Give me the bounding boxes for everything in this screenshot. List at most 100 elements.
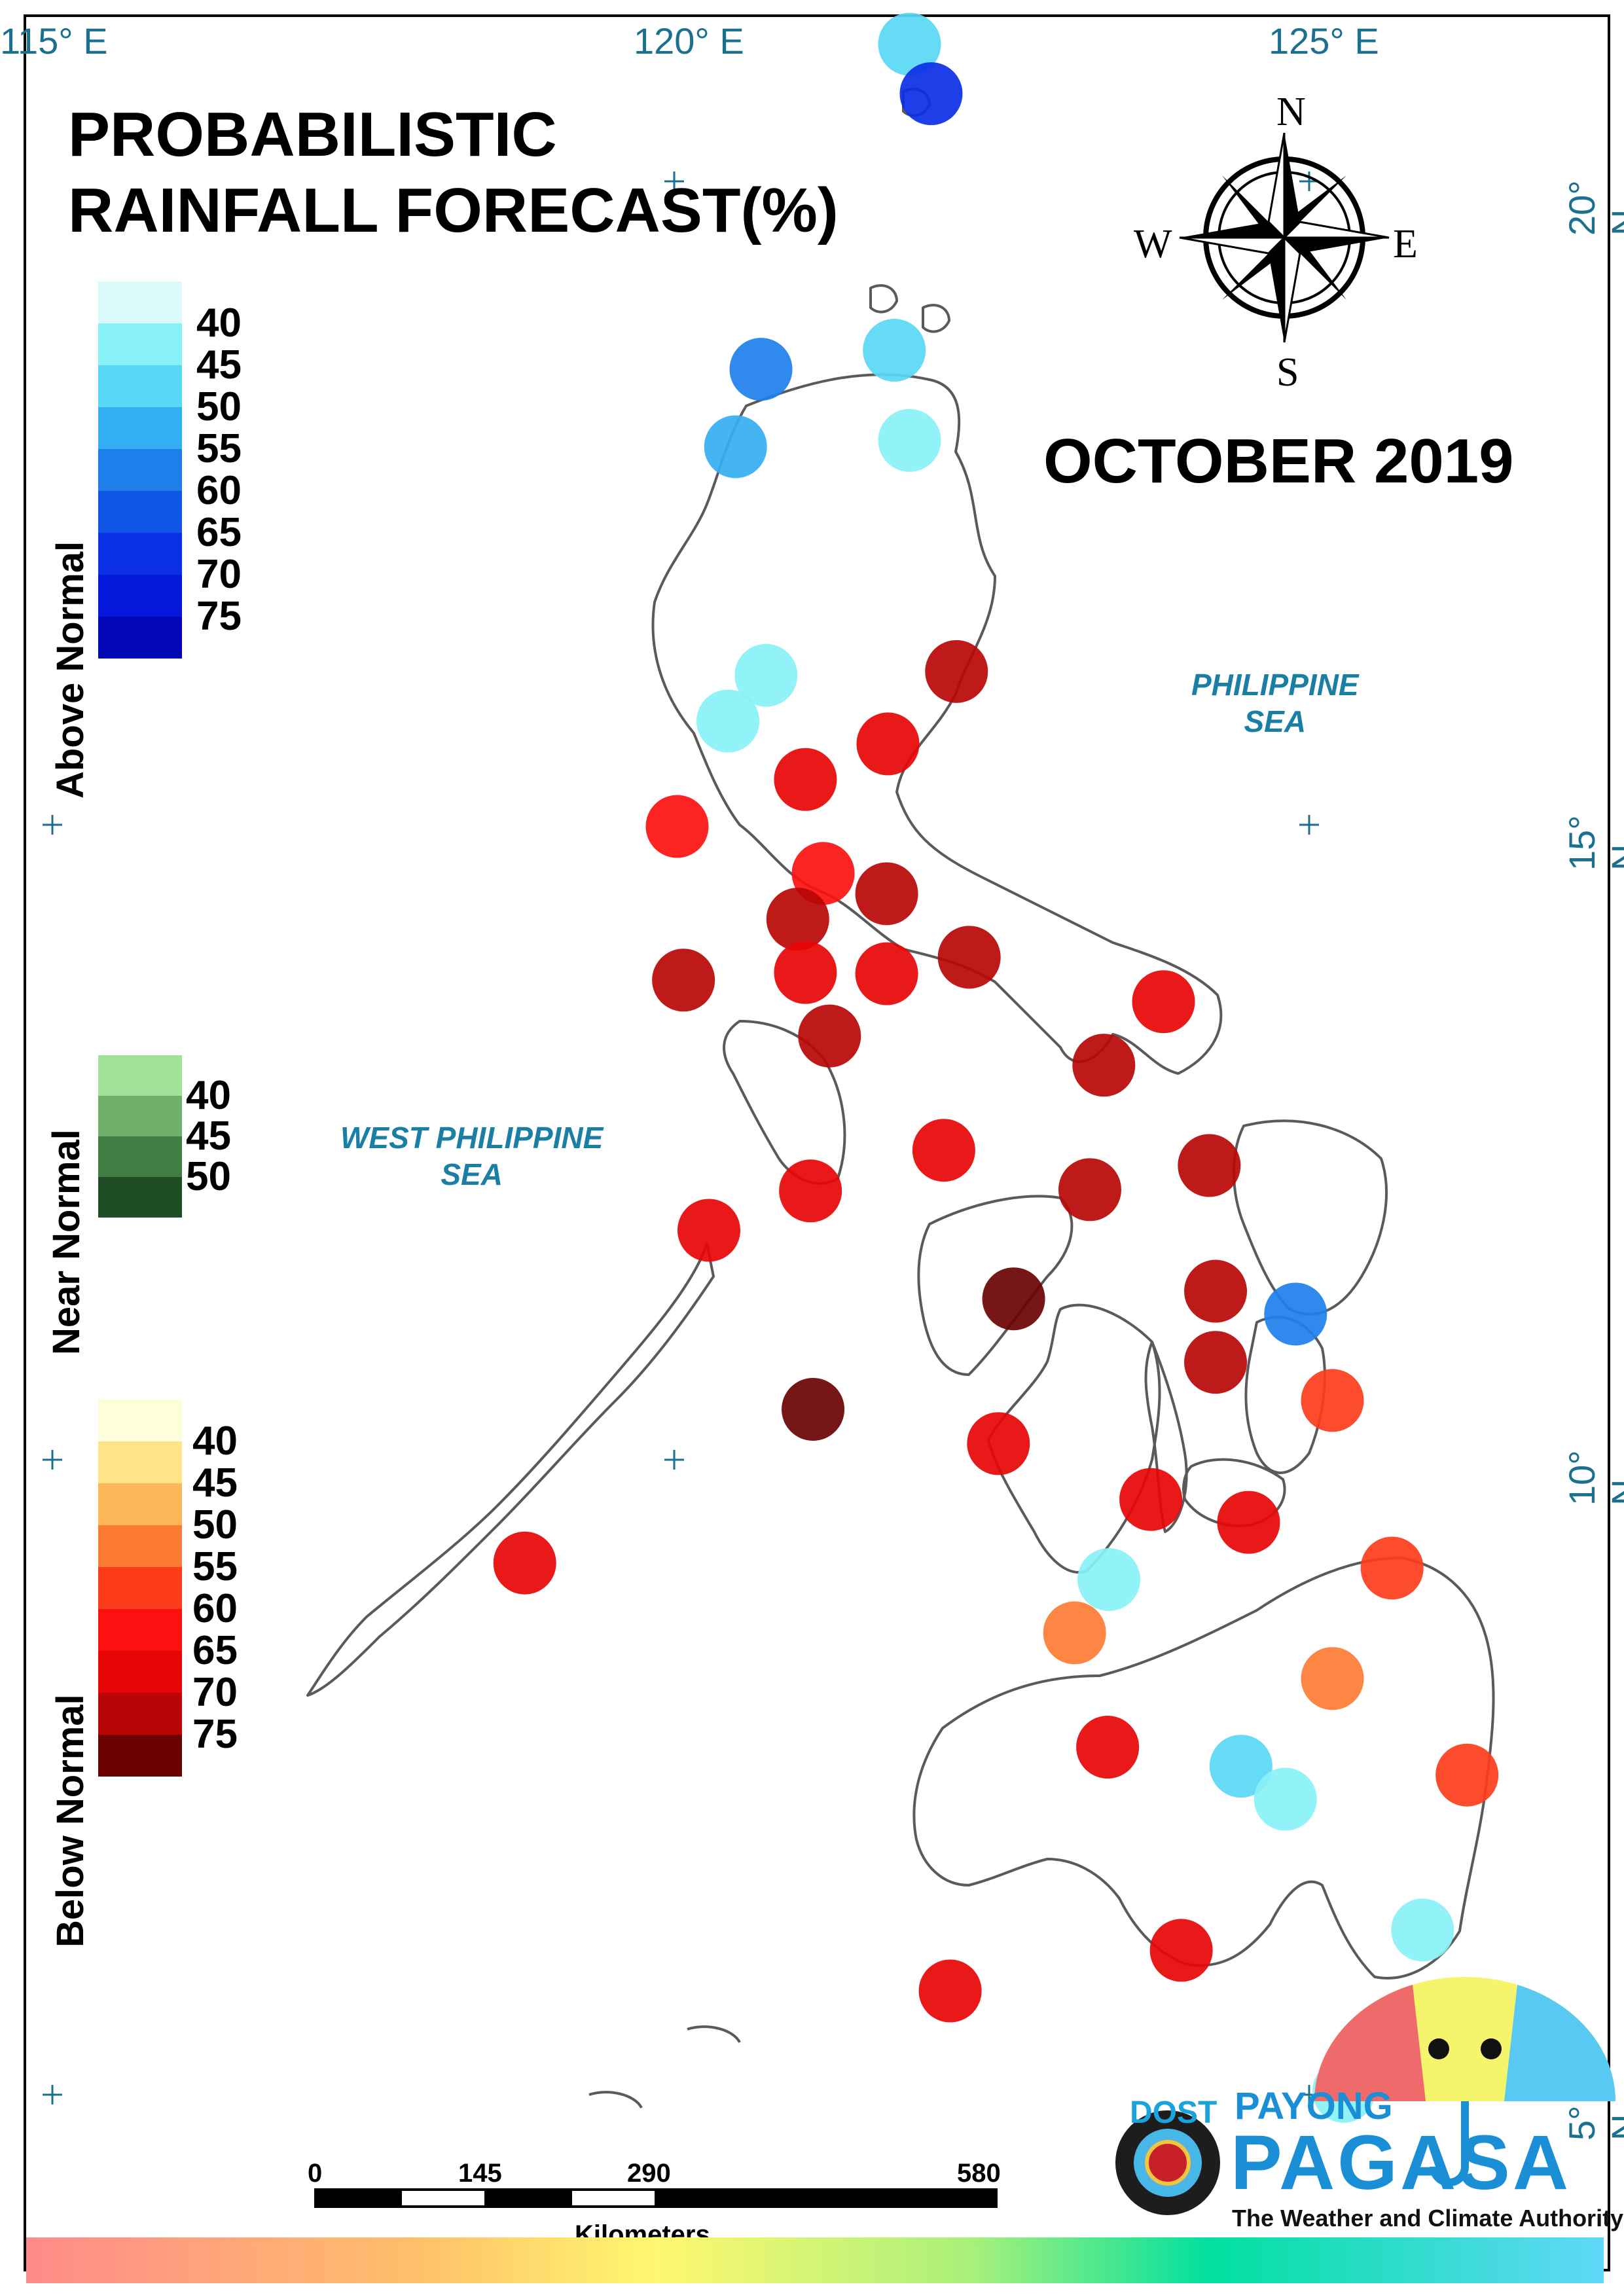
legend-title-near-normal: Near Normal	[45, 1129, 88, 1355]
forecast-point	[798, 1004, 861, 1068]
forecast-point	[937, 926, 1001, 989]
forecast-point	[677, 1199, 740, 1262]
forecast-point	[1264, 1282, 1327, 1346]
forecast-point	[645, 795, 709, 858]
legend-title-above-normal: Above Normal	[49, 541, 92, 799]
legend-swatch-near	[98, 1096, 182, 1136]
scalebar-label-580: 580	[957, 2159, 1001, 2188]
legend-swatch-above	[98, 323, 182, 365]
legend-value-near: 50	[186, 1154, 231, 1199]
lon-label-125: 125° E	[1269, 20, 1379, 62]
legend-swatch-above	[98, 281, 182, 323]
scale-bar	[314, 2188, 998, 2208]
pagasa-seal-icon	[1115, 2110, 1220, 2215]
umbrella-icon	[1314, 1977, 1615, 2186]
lon-label-120: 120° E	[634, 20, 744, 62]
forecast-point	[855, 862, 918, 926]
legend-title-below-normal: Below Normal	[49, 1694, 92, 1947]
forecast-point	[493, 1531, 556, 1595]
legend-swatch-above	[98, 449, 182, 491]
title-line-1: PROBABILISTIC	[68, 99, 557, 170]
legend-swatch-below	[98, 1567, 182, 1609]
forecast-point	[1184, 1259, 1248, 1323]
forecast-point	[1184, 1331, 1248, 1394]
legend-swatch-below	[98, 1735, 182, 1777]
legend-swatch-below	[98, 1609, 182, 1651]
forecast-point	[863, 319, 926, 382]
legend-swatch-below	[98, 1525, 182, 1567]
logo-payong: PAYONG	[1235, 2085, 1393, 2127]
lat-label-20: 20° N	[1561, 180, 1624, 236]
label-west-philippine-sea: WEST PHILIPPINE SEA	[340, 1121, 604, 1191]
forecast-point	[918, 1959, 982, 2023]
title-line-2: RAINFALL FORECAST(%)	[68, 175, 839, 245]
forecast-point	[1076, 1716, 1140, 1779]
forecast-points	[493, 12, 1499, 2123]
forecast-point	[925, 640, 988, 703]
legend-swatch-below	[98, 1651, 182, 1693]
forecast-point	[899, 62, 963, 126]
forecast-point	[1254, 1767, 1317, 1831]
forecast-point	[766, 888, 829, 951]
forecast-point	[774, 748, 837, 811]
forecast-point	[1301, 1647, 1364, 1710]
forecast-point	[696, 689, 760, 753]
forecast-point	[652, 949, 715, 1012]
forecast-point	[1360, 1536, 1424, 1600]
forecast-point	[856, 712, 920, 776]
forecast-point	[1043, 1601, 1106, 1665]
compass-rose-icon	[1179, 132, 1390, 343]
legend-value-above: 70	[196, 552, 242, 597]
legend-value-below: 40	[192, 1419, 238, 1464]
scalebar-label-0: 0	[308, 2159, 323, 2188]
forecast-point	[855, 942, 918, 1005]
legend-swatch-near	[98, 1177, 182, 1218]
forecast-point	[878, 408, 941, 472]
forecast-point	[967, 1412, 1030, 1475]
lon-label-115: 115° E	[0, 20, 108, 62]
legend-swatch-above	[98, 617, 182, 659]
legend-value-below: 60	[192, 1586, 238, 1631]
legend-value-above: 60	[196, 468, 242, 513]
legend-value-below: 50	[192, 1502, 238, 1547]
legend-value-below: 75	[192, 1712, 238, 1757]
legend-value-near: 45	[186, 1113, 231, 1159]
forecast-point	[782, 1377, 845, 1441]
forecast-point	[982, 1267, 1045, 1331]
logo-pagasa: PAGASA	[1231, 2120, 1572, 2206]
forecast-point	[1391, 1898, 1454, 1962]
forecast-point	[878, 12, 941, 76]
legend-value-above: 50	[196, 384, 242, 429]
legend-value-below: 45	[192, 1460, 238, 1506]
legend-swatch-below	[98, 1483, 182, 1525]
scalebar-label-290: 290	[627, 2159, 671, 2188]
forecast-point	[1209, 1735, 1272, 1798]
forecast-point	[774, 941, 837, 1004]
compass-s: S	[1276, 350, 1299, 395]
logo-tagline: The Weather and Climate Authority	[1232, 2205, 1624, 2232]
forecast-point	[734, 643, 798, 707]
lat-label-15: 15° N	[1561, 815, 1624, 871]
legend-bars	[98, 281, 182, 1777]
graticule	[43, 172, 1319, 2105]
legend-value-below: 70	[192, 1670, 238, 1715]
legend-swatch-above	[98, 407, 182, 449]
legend-swatch-above	[98, 365, 182, 407]
forecast-point	[779, 1159, 842, 1223]
map-title: PROBABILISTIC RAINFALL FORECAST(%)	[68, 97, 839, 249]
compass-n: N	[1276, 90, 1306, 134]
bottom-gradient-bar	[26, 2237, 1604, 2283]
legend-swatch-near	[98, 1136, 182, 1177]
forecast-point	[791, 842, 855, 905]
legend-value-below: 55	[192, 1544, 238, 1589]
legend-value-above: 65	[196, 510, 242, 555]
legend-value-below: 65	[192, 1628, 238, 1673]
legend-swatch-near	[98, 1055, 182, 1096]
legend-swatch-above	[98, 533, 182, 575]
forecast-point	[1435, 1743, 1499, 1807]
legend-value-near: 40	[186, 1073, 231, 1118]
lat-label-10: 10° N	[1561, 1450, 1624, 1506]
scalebar-label-145: 145	[458, 2159, 502, 2188]
forecast-point	[912, 1119, 975, 1182]
